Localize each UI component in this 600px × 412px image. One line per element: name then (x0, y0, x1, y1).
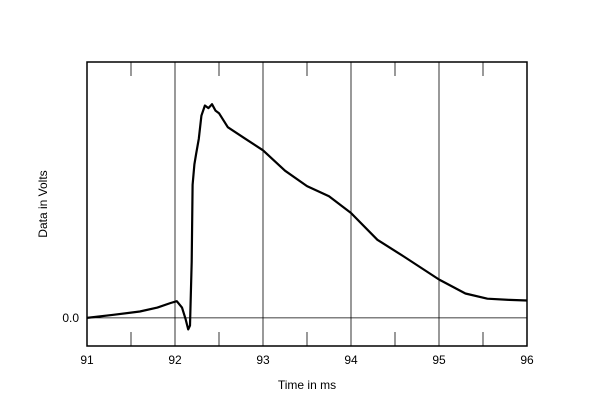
x-tick-label: 95 (432, 353, 446, 367)
series-line-0 (86, 103, 528, 331)
y-tick-label: 0.0 (62, 311, 79, 325)
y-axis-label: Data in Volts (36, 170, 50, 237)
x-tick-label: 93 (256, 353, 270, 367)
plot-frame (86, 61, 528, 347)
x-tick-label: 91 (80, 353, 94, 367)
x-tick-label: 92 (168, 353, 182, 367)
x-tick-label: 96 (520, 353, 534, 367)
x-axis-label: Time in ms (278, 378, 336, 392)
x-tick-label: 94 (344, 353, 358, 367)
